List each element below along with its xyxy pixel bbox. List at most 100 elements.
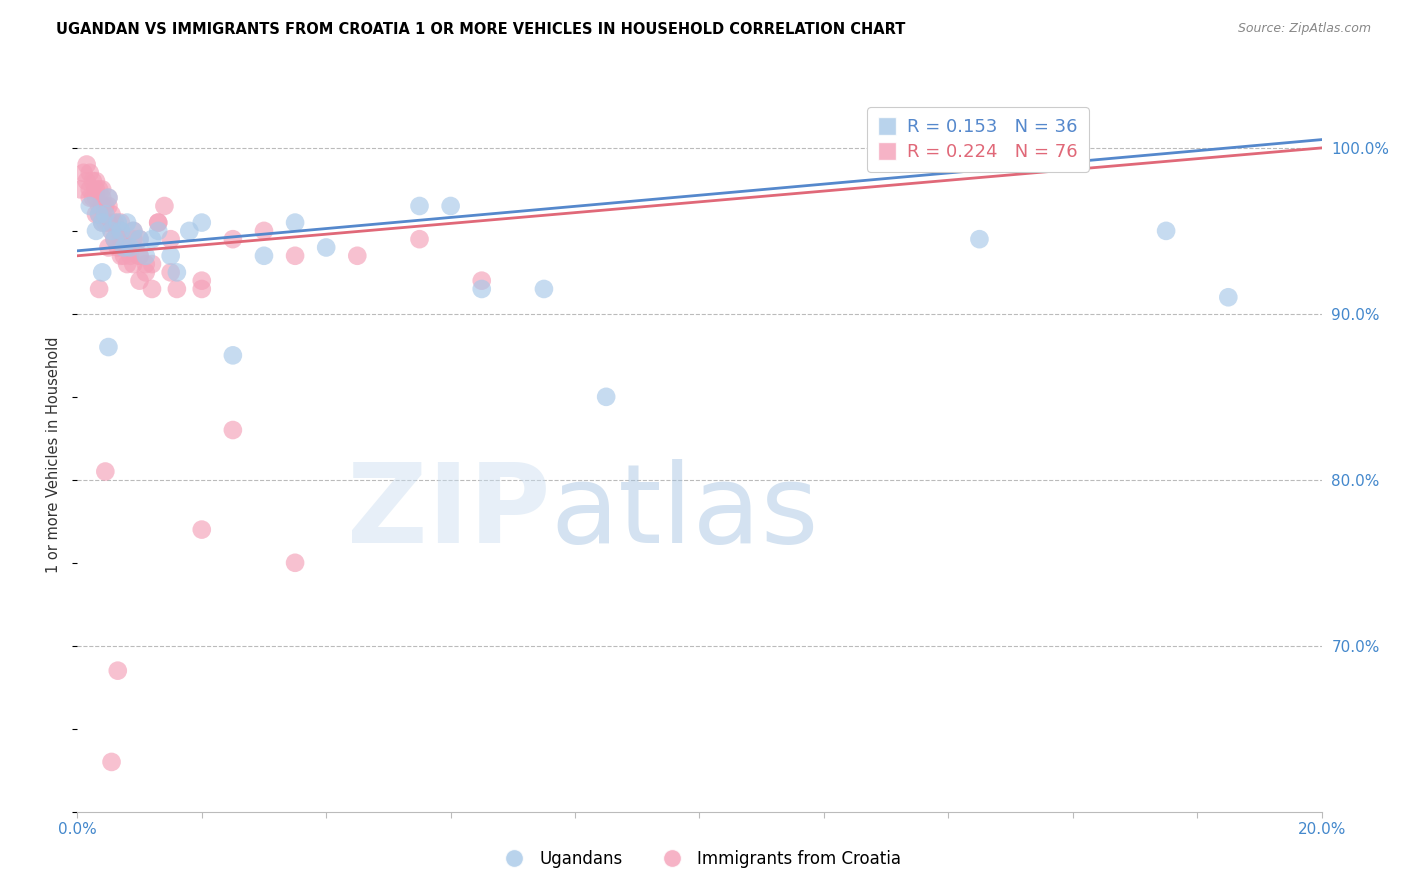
Legend: Ugandans, Immigrants from Croatia: Ugandans, Immigrants from Croatia: [491, 844, 908, 875]
Point: [94, 207, 117, 221]
Point: [79, 199, 101, 213]
Point: [97, 240, 120, 254]
Point: [128, 232, 150, 246]
Point: [1218, 290, 1240, 304]
Point: [253, 249, 276, 263]
Point: [148, 216, 170, 230]
Point: [166, 265, 188, 279]
Point: [284, 216, 307, 230]
Point: [122, 257, 145, 271]
Point: [79, 182, 101, 196]
Point: [159, 249, 181, 263]
Point: [148, 224, 170, 238]
Point: [100, 755, 122, 769]
Point: [191, 274, 214, 288]
Point: [104, 232, 127, 246]
Point: [159, 232, 181, 246]
Point: [179, 224, 201, 238]
Point: [346, 249, 368, 263]
Point: [84, 174, 107, 188]
Point: [91, 265, 114, 279]
Point: [110, 224, 132, 238]
Point: [284, 556, 307, 570]
Point: [135, 265, 157, 279]
Point: [87, 199, 110, 213]
Point: [115, 216, 138, 230]
Point: [82, 174, 104, 188]
Point: [191, 216, 214, 230]
Point: [191, 523, 214, 537]
Point: [91, 199, 114, 213]
Point: [159, 265, 181, 279]
Point: [91, 216, 114, 230]
Point: [69, 182, 91, 196]
Point: [79, 166, 101, 180]
Point: [440, 199, 463, 213]
Point: [115, 257, 138, 271]
Point: [110, 232, 132, 246]
Point: [112, 240, 135, 254]
Point: [104, 232, 127, 246]
Point: [107, 224, 129, 238]
Point: [115, 240, 138, 254]
Point: [135, 257, 157, 271]
Point: [94, 465, 117, 479]
Point: [87, 207, 110, 221]
Point: [122, 224, 145, 238]
Point: [595, 390, 617, 404]
Text: UGANDAN VS IMMIGRANTS FROM CROATIA 1 OR MORE VEHICLES IN HOUSEHOLD CORRELATION C: UGANDAN VS IMMIGRANTS FROM CROATIA 1 OR …: [56, 22, 905, 37]
Point: [315, 240, 337, 254]
Point: [153, 199, 176, 213]
Point: [110, 249, 132, 263]
Point: [91, 216, 114, 230]
Point: [82, 191, 104, 205]
Point: [97, 216, 120, 230]
Y-axis label: 1 or more Vehicles in Household: 1 or more Vehicles in Household: [46, 336, 62, 574]
Point: [72, 166, 94, 180]
Point: [141, 232, 163, 246]
Point: [533, 282, 555, 296]
Point: [104, 216, 127, 230]
Point: [107, 240, 129, 254]
Text: ZIP: ZIP: [347, 458, 550, 566]
Point: [100, 224, 122, 238]
Point: [110, 224, 132, 238]
Point: [471, 274, 494, 288]
Point: [91, 182, 114, 196]
Text: Source: ZipAtlas.com: Source: ZipAtlas.com: [1237, 22, 1371, 36]
Point: [115, 240, 138, 254]
Point: [135, 249, 157, 263]
Point: [97, 191, 120, 205]
Point: [79, 191, 101, 205]
Point: [222, 348, 245, 362]
Point: [122, 232, 145, 246]
Point: [408, 199, 430, 213]
Point: [120, 249, 142, 263]
Point: [112, 240, 135, 254]
Point: [110, 216, 132, 230]
Point: [104, 232, 127, 246]
Point: [122, 224, 145, 238]
Point: [1154, 224, 1177, 238]
Point: [91, 191, 114, 205]
Point: [76, 174, 98, 188]
Point: [87, 207, 110, 221]
Point: [87, 282, 110, 296]
Point: [120, 240, 142, 254]
Point: [128, 249, 150, 263]
Text: atlas: atlas: [550, 458, 818, 566]
Point: [148, 216, 170, 230]
Point: [253, 224, 276, 238]
Point: [87, 182, 110, 196]
Point: [76, 157, 98, 171]
Point: [84, 207, 107, 221]
Point: [471, 282, 494, 296]
Point: [97, 199, 120, 213]
Point: [97, 340, 120, 354]
Point: [128, 249, 150, 263]
Point: [128, 274, 150, 288]
Point: [191, 282, 214, 296]
Point: [112, 249, 135, 263]
Point: [84, 191, 107, 205]
Point: [94, 216, 117, 230]
